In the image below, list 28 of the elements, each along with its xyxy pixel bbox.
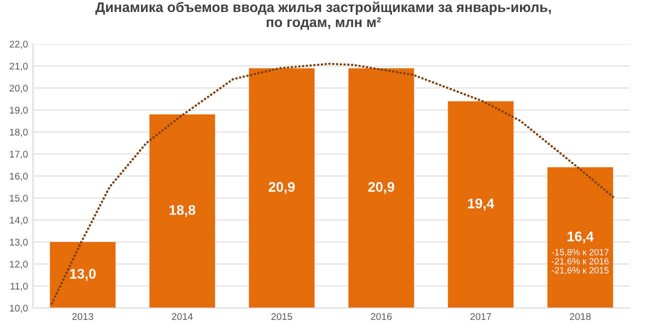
annotation: -15,8% к 2017 -21,6% к 2016 -21,6% к 2015 <box>552 248 609 275</box>
x-tick-label: 2018 <box>570 313 591 320</box>
y-tick-label: 18,0 <box>10 128 28 137</box>
y-tick-label: 21,0 <box>10 62 28 71</box>
y-tick-label: 15,0 <box>10 194 28 203</box>
chart-title: Динамика объемов ввода жилья застройщиками за январь-июль, по годам, млн м² <box>95 2 551 30</box>
x-tick-label: 2014 <box>172 313 193 320</box>
data-label: 18,8 <box>170 205 196 217</box>
data-label: 20,9 <box>268 182 295 194</box>
y-tick-label: 20,0 <box>10 84 28 93</box>
y-tick-label: 13,0 <box>10 238 28 247</box>
y-tick-label: 22,0 <box>10 40 28 49</box>
x-tick-label: 2017 <box>470 313 492 320</box>
data-label: 16,4 <box>568 231 594 244</box>
x-tick-label: 2015 <box>271 313 292 320</box>
x-tick-label: 2016 <box>370 313 392 320</box>
data-label: 20,9 <box>368 182 394 194</box>
data-label: 19,4 <box>468 198 494 210</box>
y-tick-label: 10,0 <box>10 304 28 313</box>
y-tick-label: 19,0 <box>10 106 28 115</box>
data-label: 13,0 <box>70 268 96 281</box>
y-tick-label: 16,0 <box>10 172 28 181</box>
x-tick-label: 2013 <box>72 313 94 320</box>
line-series <box>50 62 614 305</box>
y-tick-label: 11,0 <box>10 282 28 291</box>
y-tick-label: 14,0 <box>10 216 28 225</box>
y-tick-label: 12,0 <box>10 260 28 269</box>
y-tick-label: 17,0 <box>10 150 28 159</box>
